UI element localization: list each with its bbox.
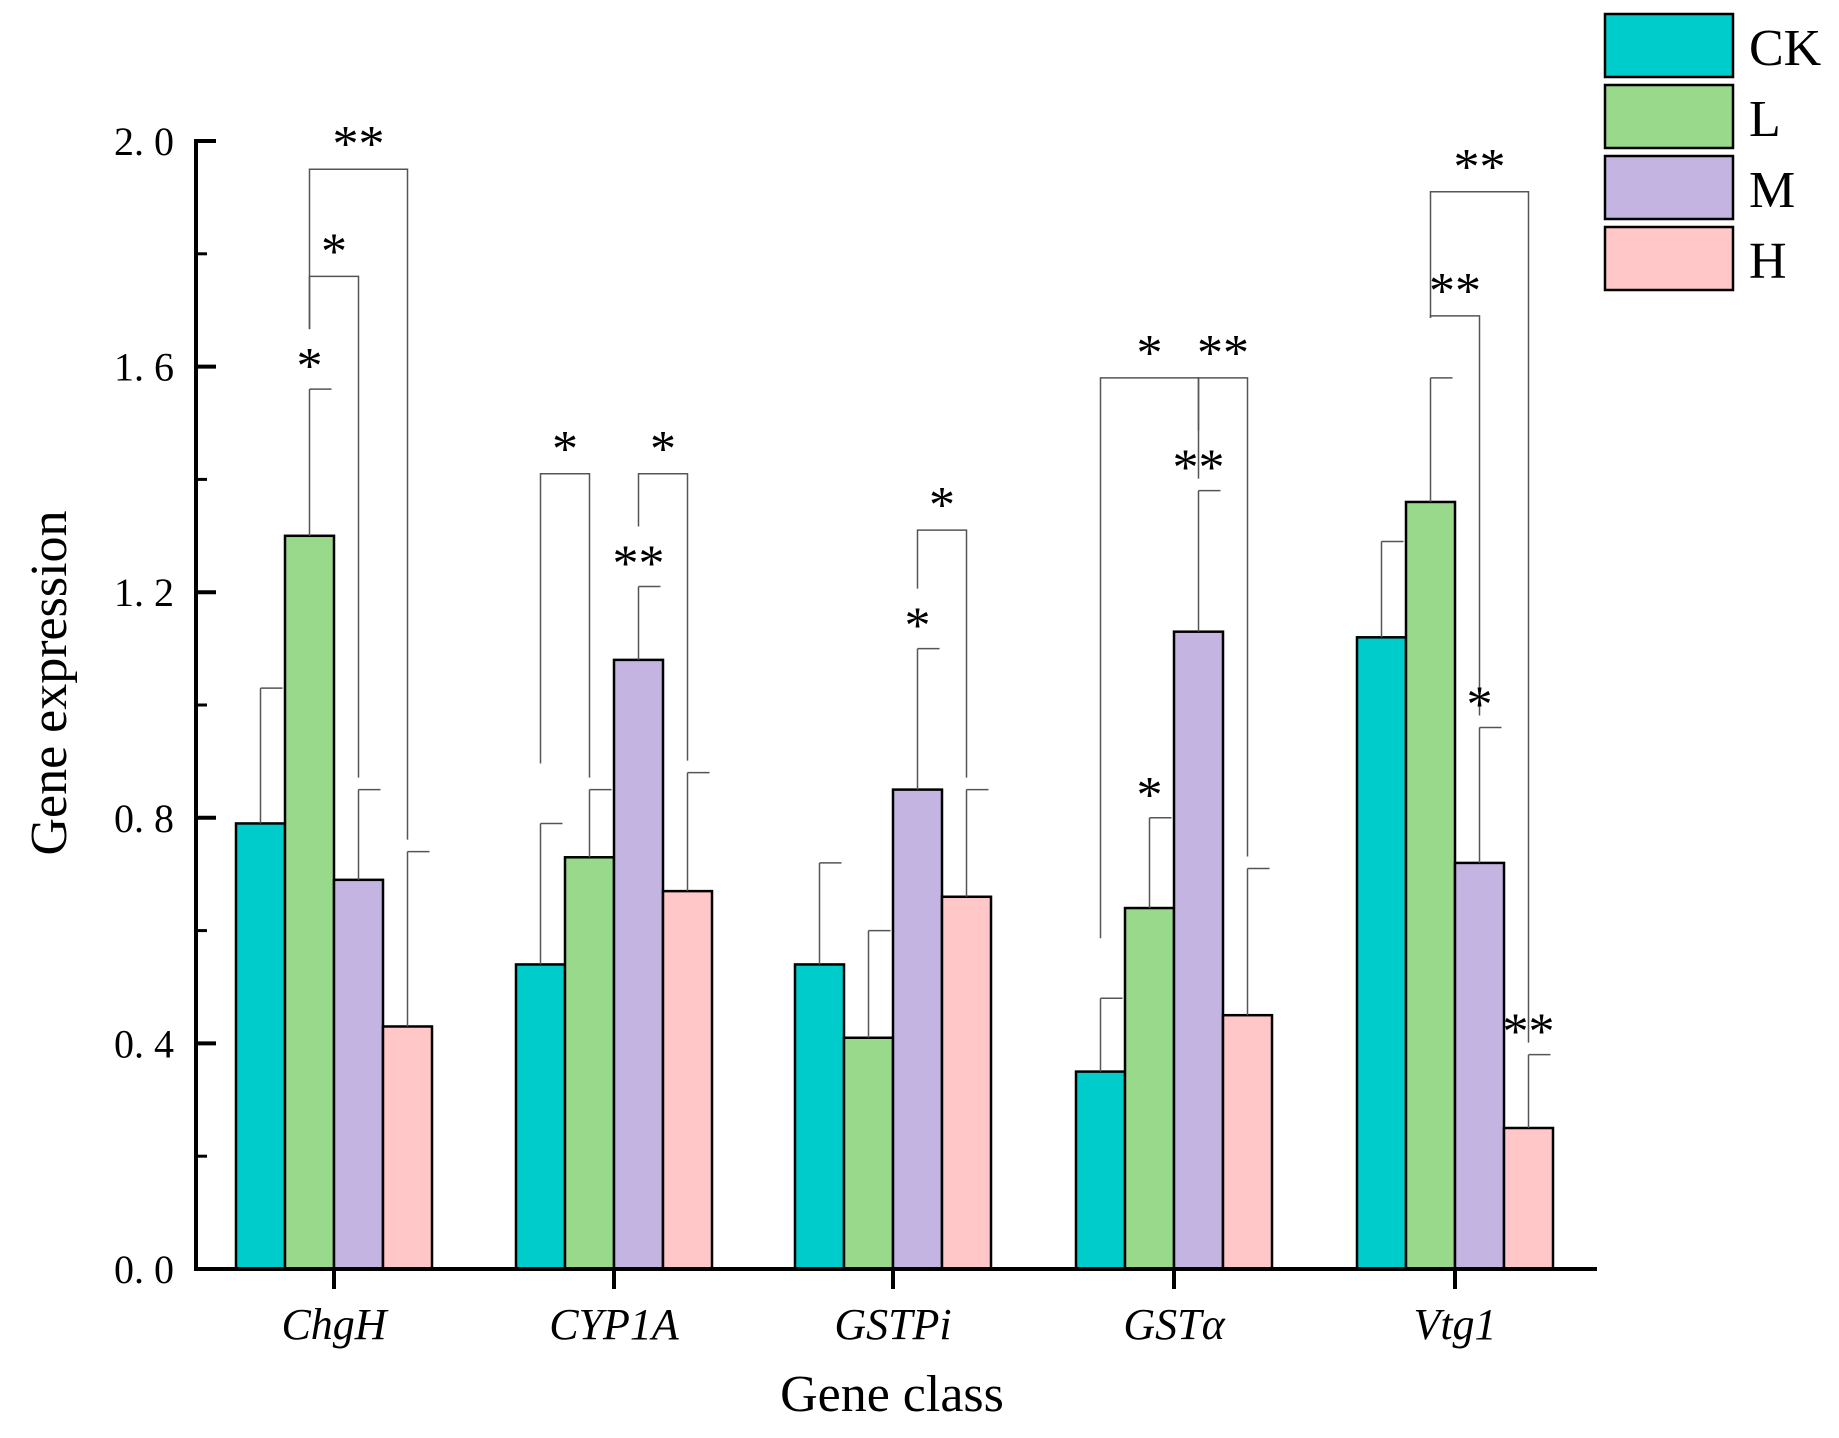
bar-CYP1A-CK [514, 963, 567, 1271]
error-bar-Vtg1-H [1527, 1053, 1551, 1128]
bar-star: * [1137, 767, 1163, 824]
bar-Vtg1-H [1502, 1126, 1555, 1271]
axes: 0. 0 0. 4 0. 8 1. 2 1. 6 2. 0 ChgH CYP1A GSTPi GS… [114, 119, 1597, 1349]
error-bar-CYP1A-CK [539, 822, 563, 965]
x-tick-label: ChgH [281, 1300, 388, 1349]
bracket-label: * [321, 223, 347, 280]
bar-GSTPi-CK [793, 963, 846, 1271]
bar-ChgH-H [381, 1025, 434, 1271]
legend-swatch [1603, 12, 1735, 79]
error-bar-ChgH-CK [259, 687, 283, 824]
bars [234, 500, 1555, 1271]
bar-GSTPi-L [842, 1036, 895, 1271]
error-bar-CYP1A-H [686, 771, 710, 892]
bracket [1429, 191, 1530, 1043]
error-bar-GSTα-M [1197, 489, 1221, 632]
bracket [539, 473, 591, 778]
bracket-label: ** [1197, 325, 1249, 382]
error-bar-GSTα-CK [1099, 997, 1123, 1072]
error-bar-GSTα-L [1148, 817, 1172, 909]
error-bar-ChgH-H [406, 850, 430, 1027]
y-axis-label: Gene expression [21, 510, 78, 855]
y-tick-label: 0. 8 [114, 796, 174, 841]
significance-stars: ************** *** ****** [297, 116, 1555, 1060]
bar-star: * [905, 598, 931, 655]
bar-ChgH-L [283, 534, 336, 1271]
error-bar-Vtg1-L [1429, 377, 1453, 502]
legend-label: L [1749, 91, 1781, 148]
bracket-label: ** [1454, 139, 1506, 196]
error-bar-ChgH-L [308, 388, 332, 536]
bar-GSTPi-H [940, 895, 993, 1271]
bracket-label: ** [1429, 263, 1481, 320]
x-tick-label: GSTPi [834, 1300, 951, 1349]
bar-Vtg1-M [1453, 861, 1506, 1271]
bar-star: * [1467, 677, 1493, 734]
bracket-label: * [1137, 325, 1163, 382]
legend-swatch [1603, 225, 1735, 292]
bar-star: * [297, 338, 323, 395]
error-bar-GSTα-H [1246, 867, 1270, 1016]
x-axis-label: Gene class [780, 1366, 1004, 1423]
error-bar-GSTPi-M [916, 647, 940, 790]
bracket [916, 529, 968, 778]
error-bars [259, 377, 1551, 1128]
bar-CYP1A-L [563, 856, 616, 1271]
legend-swatch [1603, 154, 1735, 221]
legend-item-H: H [1603, 225, 1787, 292]
error-bar-GSTPi-H [965, 788, 989, 897]
bracket [1197, 377, 1249, 857]
bar-star: ** [1173, 440, 1225, 497]
bar-GSTα-M [1172, 630, 1225, 1271]
bar-GSTα-L [1123, 906, 1176, 1271]
significance-brackets [308, 168, 1530, 1043]
error-bar-CYP1A-L [588, 788, 612, 858]
y-tick-label: 2. 0 [114, 119, 174, 164]
bar-GSTPi-M [891, 788, 944, 1271]
y-tick-label: 1. 6 [114, 345, 174, 390]
y-tick-label: 0. 0 [114, 1247, 174, 1292]
bar-star: ** [613, 536, 665, 593]
bar-ChgH-CK [234, 822, 287, 1271]
bar-ChgH-M [332, 878, 385, 1271]
y-tick-label: 0. 4 [114, 1021, 174, 1066]
error-bar-Vtg1-CK [1380, 540, 1404, 638]
x-tick-label: Vtg1 [1413, 1300, 1496, 1349]
bar-CYP1A-M [612, 658, 665, 1271]
legend-item-CK: CK [1603, 12, 1822, 79]
bar-GSTα-H [1221, 1013, 1274, 1271]
error-bar-CYP1A-M [637, 585, 661, 660]
legend-label: M [1749, 162, 1795, 219]
error-bar-Vtg1-M [1478, 726, 1502, 863]
bar-CYP1A-H [661, 889, 714, 1271]
error-bar-GSTPi-L [867, 929, 891, 1038]
bar-Vtg1-CK [1355, 636, 1408, 1271]
x-tick-label: CYP1A [549, 1300, 680, 1349]
legend-item-L: L [1603, 83, 1781, 150]
bracket-label: * [650, 421, 676, 478]
x-tick-label: GSTα [1123, 1300, 1225, 1349]
legend-label: H [1749, 233, 1787, 290]
bar-star: ** [1503, 1004, 1555, 1061]
bar-Vtg1-L [1404, 500, 1457, 1271]
bracket [308, 168, 409, 840]
bracket-label: * [552, 421, 578, 478]
legend-label: CK [1749, 20, 1822, 77]
bracket-label: ** [333, 116, 385, 173]
legend: CK LMH [1603, 12, 1822, 292]
legend-item-M: M [1603, 154, 1795, 221]
y-tick-label: 1. 2 [114, 570, 174, 615]
error-bar-GSTPi-CK [818, 862, 842, 965]
legend-swatch [1603, 83, 1735, 150]
bar-GSTα-CK [1074, 1070, 1127, 1271]
bracket-label: * [929, 477, 955, 534]
error-bar-ChgH-M [357, 788, 381, 880]
bracket [637, 473, 689, 761]
